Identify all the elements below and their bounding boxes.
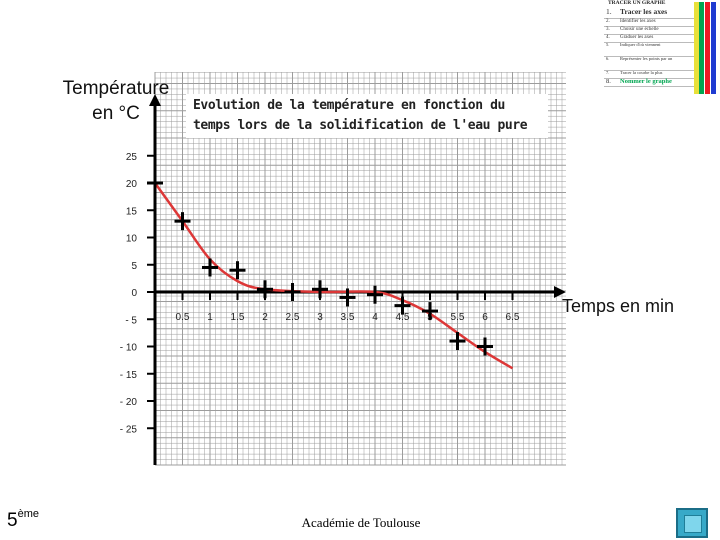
y-tick-label: - 15: [120, 370, 138, 381]
steps-blue-bar: [711, 2, 716, 94]
y-tick-label: 0: [131, 288, 137, 299]
grade-number: 5: [7, 510, 18, 531]
steps-green-bar: [699, 2, 704, 94]
y-tick-label: - 5: [125, 315, 137, 326]
data-point: [174, 212, 191, 231]
step-label: Nommer le graphe: [620, 78, 672, 85]
chart-ticks: 25 20 15 10 5 0 - 5 - 10 - 15 - 20 - 25 0.5 1 1.5 2 2.5…: [120, 152, 520, 436]
y-axis-label: Température en °C: [46, 76, 186, 126]
data-point: [449, 332, 466, 351]
data-point: [284, 283, 301, 301]
step-number: 2.: [606, 19, 610, 24]
x-tick-label: 3.5: [341, 312, 355, 323]
data-point: [202, 258, 218, 277]
y-tick-label: - 10: [120, 343, 138, 354]
y-tick-label: 25: [126, 152, 138, 163]
y-axis-label-line1: Température: [62, 78, 170, 99]
data-point: [147, 174, 163, 192]
step-item: 4. Graduer les axes: [604, 35, 694, 43]
data-points-layer: [147, 174, 493, 356]
x-tick-label: 4: [372, 312, 378, 323]
data-point: [339, 288, 356, 307]
x-tick-label: 4.5: [396, 312, 410, 323]
trend-curve: [153, 182, 514, 370]
data-point: [477, 337, 493, 356]
step-label: Représenter les points par un: [620, 56, 673, 61]
steps-red-bar: [705, 2, 710, 94]
step-label: Indiquer d'où viennent: [620, 42, 661, 47]
x-tick-label: 1: [207, 312, 213, 323]
data-point: [422, 302, 438, 321]
steps-panel: TRACER UN GRAPHE 1. Tracer les axes 2. Iden…: [604, 0, 720, 96]
step-number: 6.: [606, 56, 610, 61]
y-tick-label: 10: [126, 234, 138, 245]
y-tick-label: 20: [126, 179, 138, 190]
y-tick-label: - 25: [120, 424, 138, 435]
grade-level: 5ème: [7, 508, 39, 532]
chart-title: Evolution de la température en fonction …: [186, 94, 548, 138]
x-tick-label: 6: [482, 312, 488, 323]
y-tick-label: - 20: [120, 397, 138, 408]
chart-title-line2: temps lors de la solidification de l'eau…: [193, 118, 528, 133]
steps-panel-header: TRACER UN GRAPHE: [608, 0, 666, 6]
step-item: 2. Identifier les axes: [604, 19, 694, 27]
step-item: 8. Nommer le graphe: [604, 78, 694, 87]
x-tick-label: 2: [262, 312, 268, 323]
data-point: [229, 261, 246, 280]
data-point: [367, 285, 383, 304]
step-item: 1. Tracer les axes: [604, 8, 694, 19]
step-label: Identifier les axes: [620, 19, 656, 24]
step-item: 5. Indiquer d'où viennent: [604, 42, 694, 57]
footer-text: Académie de Toulouse: [301, 515, 421, 530]
x-tick-label: 1.5: [231, 312, 245, 323]
step-label: Graduer les axes: [620, 35, 654, 40]
x-tick-label: 5.5: [451, 312, 465, 323]
step-label: Tracer les axes: [620, 7, 668, 16]
step-item: 6. Représenter les points par un: [604, 56, 694, 71]
y-tick-label: 15: [126, 206, 138, 217]
step-number: 3.: [606, 27, 610, 32]
step-number: 5.: [606, 42, 610, 47]
y-tick-label: 5: [131, 261, 137, 272]
grade-suffix: ème: [17, 508, 39, 520]
x-tick-label: 6.5: [506, 312, 520, 323]
step-item: 3. Choisir une échelle: [604, 27, 694, 35]
slide-icon: [684, 515, 702, 533]
y-axis-arrow: [149, 94, 161, 106]
step-number: 4.: [606, 35, 610, 40]
step-item: 7. Tracer la courbe la plus: [604, 70, 694, 79]
step-number: 8.: [606, 78, 611, 85]
data-point: [312, 280, 328, 299]
chart-title-line1: Evolution de la température en fonction …: [193, 98, 505, 113]
step-number: 7.: [606, 70, 610, 75]
x-tick-label: 2.5: [286, 312, 300, 323]
trend-curve-layer: [153, 182, 514, 370]
step-number: 1.: [606, 7, 612, 16]
x-axis-label: Temps en min: [562, 296, 675, 316]
data-point: [394, 296, 411, 315]
x-axis-arrow: [554, 286, 566, 298]
step-label: Choisir une échelle: [620, 27, 659, 32]
x-tick-label: 3: [317, 312, 323, 323]
step-label: Tracer la courbe la plus: [620, 70, 663, 75]
x-tick-label: 0.5: [176, 312, 190, 323]
steps-yellow-bar: [694, 2, 699, 94]
y-axis-label-line2: en °C: [92, 103, 140, 124]
data-point: [257, 280, 273, 299]
next-slide-button[interactable]: [676, 508, 708, 538]
